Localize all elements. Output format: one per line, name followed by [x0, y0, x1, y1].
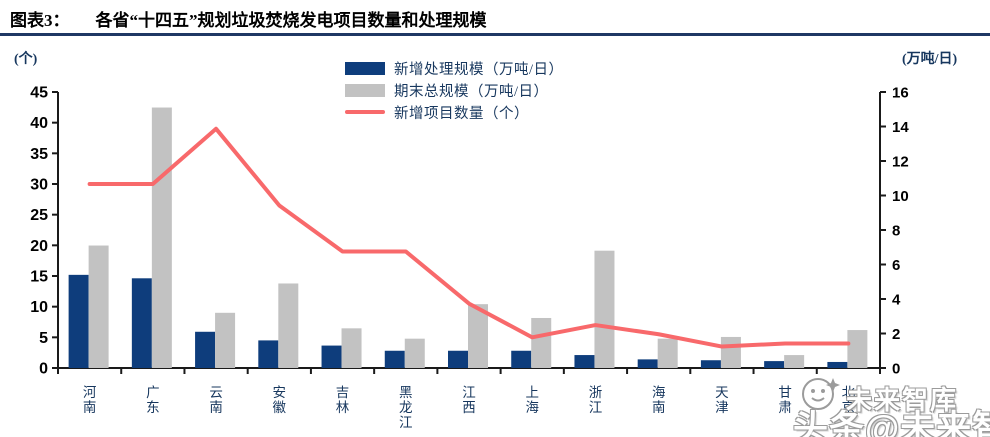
- right-axis-ticks: 0 2 4 6 8 10 12 14 16: [880, 85, 909, 378]
- svg-text:20: 20: [30, 238, 48, 255]
- svg-text:海南: 海南: [652, 385, 666, 415]
- watermark-brand-text: 未来智库: [846, 385, 959, 415]
- svg-text:广东: 广东: [146, 385, 160, 415]
- svg-text:10: 10: [892, 188, 909, 205]
- legend-item-total-capacity: 期末总规模（万吨/日）: [345, 79, 564, 101]
- svg-text:6: 6: [892, 257, 900, 274]
- legend-label: 新增项目数量（个）: [394, 105, 529, 122]
- svg-text:吉林: 吉林: [336, 385, 350, 415]
- bars-total-capacity: [88, 107, 868, 369]
- svg-text:黑龙江: 黑龙江: [399, 385, 413, 430]
- figure-number: 图表3：: [10, 11, 70, 30]
- x-axis-ticks: [57, 368, 881, 374]
- line-project-count: [87, 126, 851, 349]
- svg-text:北京: 北京: [842, 385, 856, 415]
- figure-title: 各省“十四五”规划垃圾焚烧发电项目数量和处理规模: [95, 11, 487, 30]
- svg-text:0: 0: [892, 361, 900, 378]
- chart-legend: 新增处理规模（万吨/日） 期末总规模（万吨/日） 新增项目数量（个）: [345, 57, 564, 123]
- legend-item-project-count: 新增项目数量（个）: [345, 101, 564, 123]
- svg-text:江西: 江西: [462, 385, 476, 415]
- svg-text:45: 45: [30, 85, 48, 102]
- svg-text:云南: 云南: [209, 385, 223, 415]
- svg-text:14: 14: [892, 119, 909, 136]
- watermark-handle-text: 头条@未来智库: [793, 409, 990, 437]
- svg-text:10: 10: [30, 299, 48, 316]
- left-axis-ticks: 0 5 10 15 20 25 30 35 40 45: [30, 85, 58, 378]
- svg-text:16: 16: [892, 85, 909, 102]
- bars-new-capacity: [68, 274, 848, 368]
- legend-label: 期末总规模（万吨/日）: [394, 83, 549, 100]
- svg-text:0: 0: [39, 361, 48, 378]
- svg-text:浙江: 浙江: [589, 385, 603, 415]
- legend-label: 新增处理规模（万吨/日）: [394, 61, 564, 78]
- legend-swatch-project-count-line: [345, 110, 385, 114]
- svg-text:河南: 河南: [83, 385, 97, 415]
- legend-item-new-capacity: 新增处理规模（万吨/日）: [345, 57, 564, 79]
- svg-text:安徽: 安徽: [273, 385, 287, 415]
- svg-text:40: 40: [30, 115, 48, 132]
- right-axis-unit-label: (万吨/日): [902, 52, 958, 67]
- svg-text:2: 2: [892, 326, 900, 343]
- category-labels: 河南 广东 云南 安徽 吉林 黑龙江 江西 上海 浙江 海南 天津 甘肃 北京: [83, 385, 856, 430]
- legend-swatch-new-capacity: [345, 61, 385, 75]
- figure-header: 图表3： 各省“十四五”规划垃圾焚烧发电项目数量和处理规模: [10, 6, 487, 31]
- svg-text:15: 15: [30, 269, 48, 286]
- left-axis-unit-label: (个): [14, 52, 38, 67]
- svg-text:天津: 天津: [715, 385, 729, 415]
- svg-text:5: 5: [39, 330, 48, 347]
- svg-text:8: 8: [892, 223, 900, 240]
- svg-text:35: 35: [30, 146, 48, 163]
- svg-text:25: 25: [30, 207, 48, 224]
- svg-text:12: 12: [892, 154, 909, 171]
- watermark-logo-icon: [802, 378, 840, 410]
- svg-text:4: 4: [892, 292, 901, 309]
- title-rule: [0, 33, 990, 36]
- legend-swatch-total-capacity: [345, 83, 385, 97]
- svg-text:上海: 上海: [525, 385, 539, 415]
- svg-text:30: 30: [30, 177, 48, 194]
- svg-text:甘肃: 甘肃: [778, 385, 792, 415]
